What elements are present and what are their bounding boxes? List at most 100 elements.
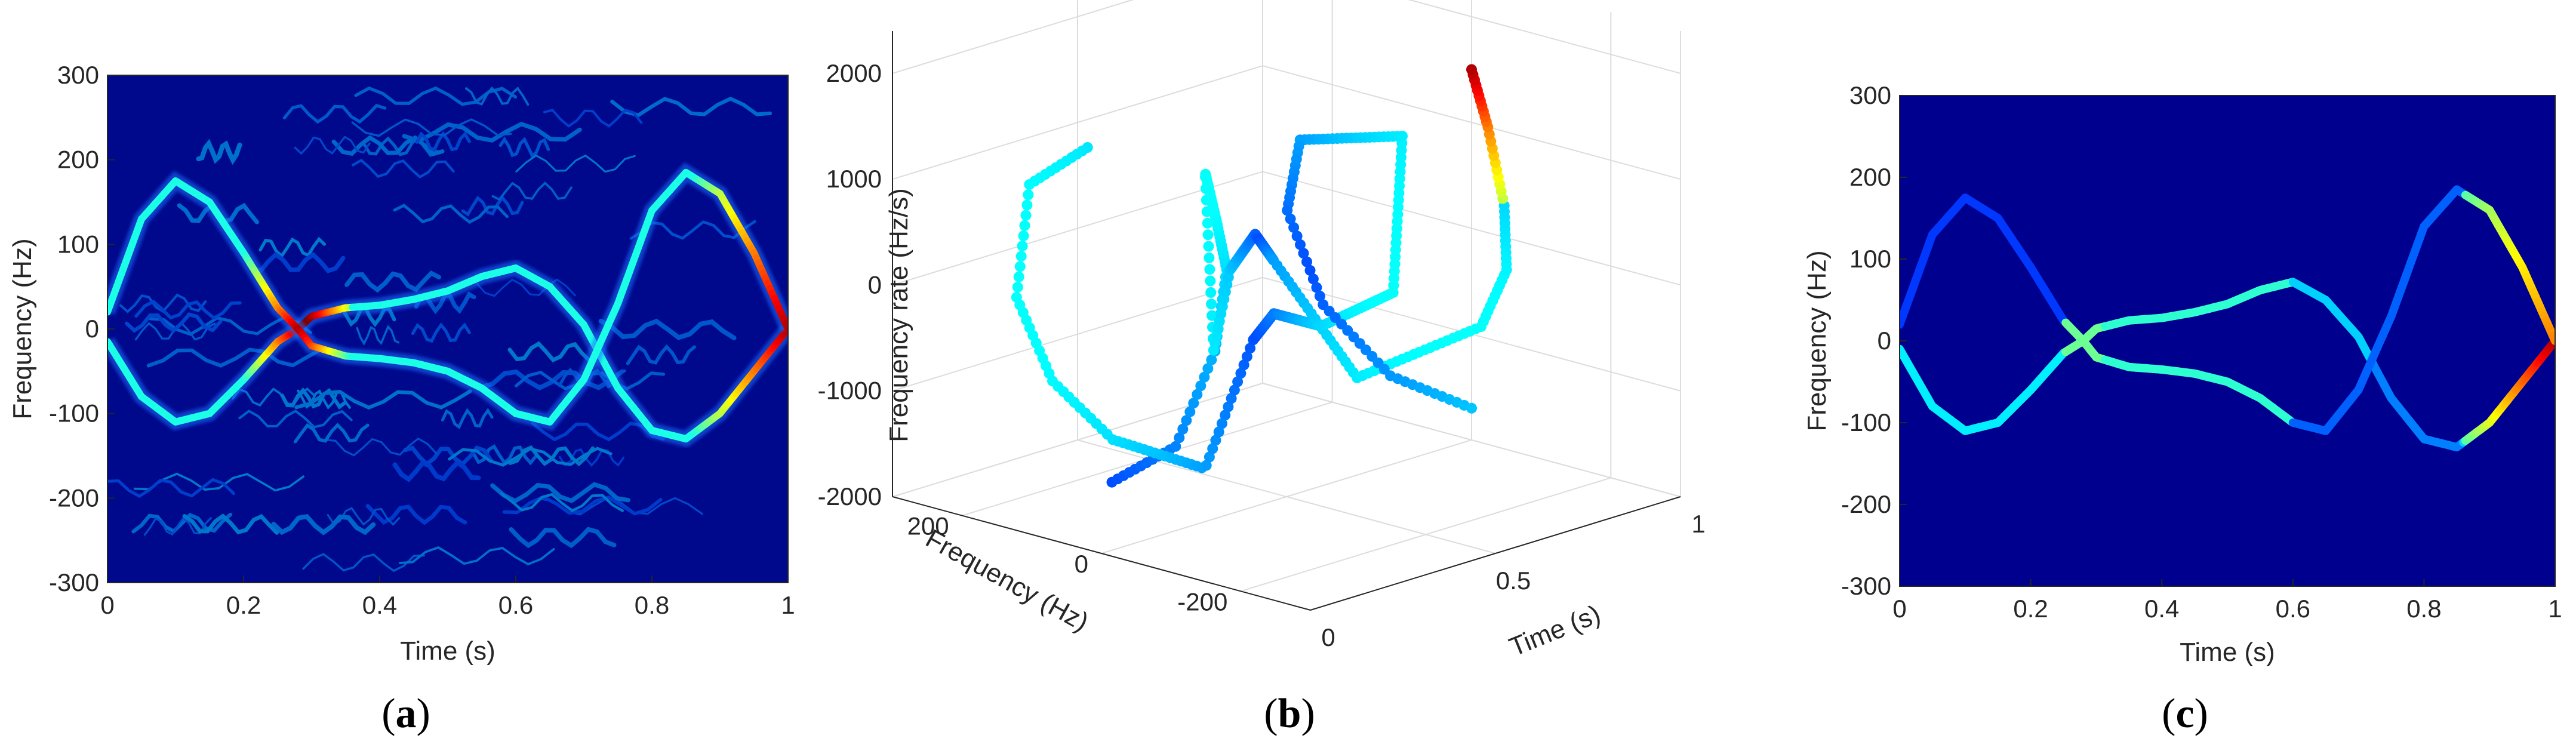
panel-c-curves xyxy=(1900,185,2555,452)
panel-b-points xyxy=(1011,64,1512,488)
panel-0-ytick-label: -200 xyxy=(49,484,99,512)
panel-0-ytick-label: -100 xyxy=(49,399,99,427)
trajectory-point xyxy=(1015,251,1027,262)
panel-b-ytick-label: 0 xyxy=(1075,550,1088,578)
trajectory-point xyxy=(1177,423,1189,435)
panel-a-ylabel: Frequency (Hz) xyxy=(8,238,37,419)
noise-streak xyxy=(327,507,401,526)
trajectory-point xyxy=(1466,64,1477,75)
noise-streak xyxy=(398,546,555,566)
panel-b-xlabel: Time (s) xyxy=(1505,599,1604,662)
trajectory-point xyxy=(1181,415,1192,426)
trajectory-point xyxy=(1226,393,1237,404)
trajectory-point xyxy=(1203,241,1214,252)
trajectory-point xyxy=(1314,291,1325,301)
noise-streak xyxy=(507,341,599,363)
panel-b-ztick-label: 1000 xyxy=(826,165,882,193)
noise-streak xyxy=(466,278,576,297)
panel-b-ztick-label: -1000 xyxy=(818,377,882,405)
panel-a-spectrogram: 0 0.2 0.4 0.6 0.8 1 -300 -200 -100 0 100 200 300 Tim… xyxy=(8,61,795,666)
panel-b-ytick-label: 200 xyxy=(907,512,949,540)
panel-2-xtick-label: 0.2 xyxy=(2013,595,2048,623)
trajectory-point xyxy=(1229,384,1240,396)
noise-streak xyxy=(271,514,376,535)
panel-a-xlabel: Time (s) xyxy=(400,636,495,666)
trajectory-point xyxy=(1021,199,1033,211)
trajectory-point xyxy=(1202,363,1214,374)
noise-streak xyxy=(351,118,512,137)
trajectory-point xyxy=(1216,418,1227,429)
noise-streak xyxy=(143,516,212,536)
noise-streak xyxy=(393,204,509,224)
noise-streak xyxy=(182,513,279,535)
noise-streak xyxy=(464,86,530,106)
trajectory-point xyxy=(1012,281,1023,293)
panel-0-xtick-label: 0.4 xyxy=(362,591,397,619)
trajectory-point xyxy=(1204,264,1215,275)
noise-streak xyxy=(403,445,494,467)
noise-streak xyxy=(558,448,625,467)
trajectory-point xyxy=(1282,205,1293,216)
panel-0-ytick-label: 0 xyxy=(85,315,99,343)
grid-line xyxy=(1241,477,1611,592)
noise-streak xyxy=(331,135,445,156)
panel-a-ridges xyxy=(107,162,788,448)
trajectory-point xyxy=(1202,229,1214,241)
panel-2-ytick-label: -200 xyxy=(1841,490,1891,518)
noise-streak xyxy=(325,437,438,457)
grid-line xyxy=(1262,171,1681,286)
panel-b-xtick-label: 0.5 xyxy=(1496,567,1531,595)
panel-c-plot-background xyxy=(1900,96,2555,586)
panel-a-ticks: 0 0.2 0.4 0.6 0.8 1 -300 -200 -100 0 100 200 300 xyxy=(49,61,795,619)
trajectory-point xyxy=(1018,230,1029,241)
trajectory-point xyxy=(1210,435,1221,446)
noise-streak xyxy=(543,108,643,128)
noise-streak xyxy=(498,136,550,159)
noise-streak xyxy=(365,504,467,525)
noise-streak xyxy=(448,447,613,467)
trajectory-point xyxy=(1020,210,1032,221)
noise-streak xyxy=(107,478,236,498)
noise-streak xyxy=(392,459,481,482)
trajectory-point xyxy=(1466,402,1477,414)
x-axis-line xyxy=(1310,496,1681,611)
grid-line xyxy=(1262,383,1681,497)
noise-streak xyxy=(515,154,636,173)
panel-0-xtick-label: 0.2 xyxy=(226,591,261,619)
trajectory-point xyxy=(1245,343,1256,354)
trajectory-point xyxy=(1200,171,1211,183)
noise-streak xyxy=(251,251,346,273)
panel-0-ytick-label: -300 xyxy=(49,568,99,596)
trajectory-point xyxy=(1205,275,1216,287)
panel-2-xtick-label: 0.8 xyxy=(2406,595,2441,623)
noise-streak xyxy=(626,344,696,365)
trajectory-point xyxy=(1285,213,1296,224)
panel-0-ytick-label: 100 xyxy=(57,230,99,258)
y-axis-line xyxy=(892,496,1311,611)
noise-streak xyxy=(294,136,371,155)
panel-2-ytick-label: 300 xyxy=(1849,81,1891,109)
panel-b-zlabel: Frequency rate (Hz/s) xyxy=(884,188,913,442)
noise-streak xyxy=(134,299,242,321)
trajectory-point xyxy=(1204,252,1215,263)
panel-0-ytick-label: 200 xyxy=(57,146,99,174)
trajectory-point xyxy=(1220,410,1231,421)
panel-0-xtick-label: 0.6 xyxy=(498,591,533,619)
noise-streak xyxy=(509,527,617,549)
trajectory-point xyxy=(1170,441,1181,452)
trajectory-point xyxy=(1311,282,1322,293)
trajectory-point xyxy=(1307,273,1319,285)
grid-line xyxy=(892,276,1263,392)
trajectory-point xyxy=(1192,389,1203,400)
grid-line xyxy=(1101,439,1472,554)
panel-2-ytick-label: 100 xyxy=(1849,245,1891,273)
trajectory-point xyxy=(1202,217,1213,229)
panel-2-xtick-label: 0.4 xyxy=(2144,595,2179,623)
noise-streak xyxy=(491,181,573,201)
trajectory-point xyxy=(1201,460,1212,471)
noise-streak xyxy=(490,482,630,504)
trajectory-point xyxy=(1288,222,1300,233)
panel-b-grid xyxy=(892,0,1681,611)
